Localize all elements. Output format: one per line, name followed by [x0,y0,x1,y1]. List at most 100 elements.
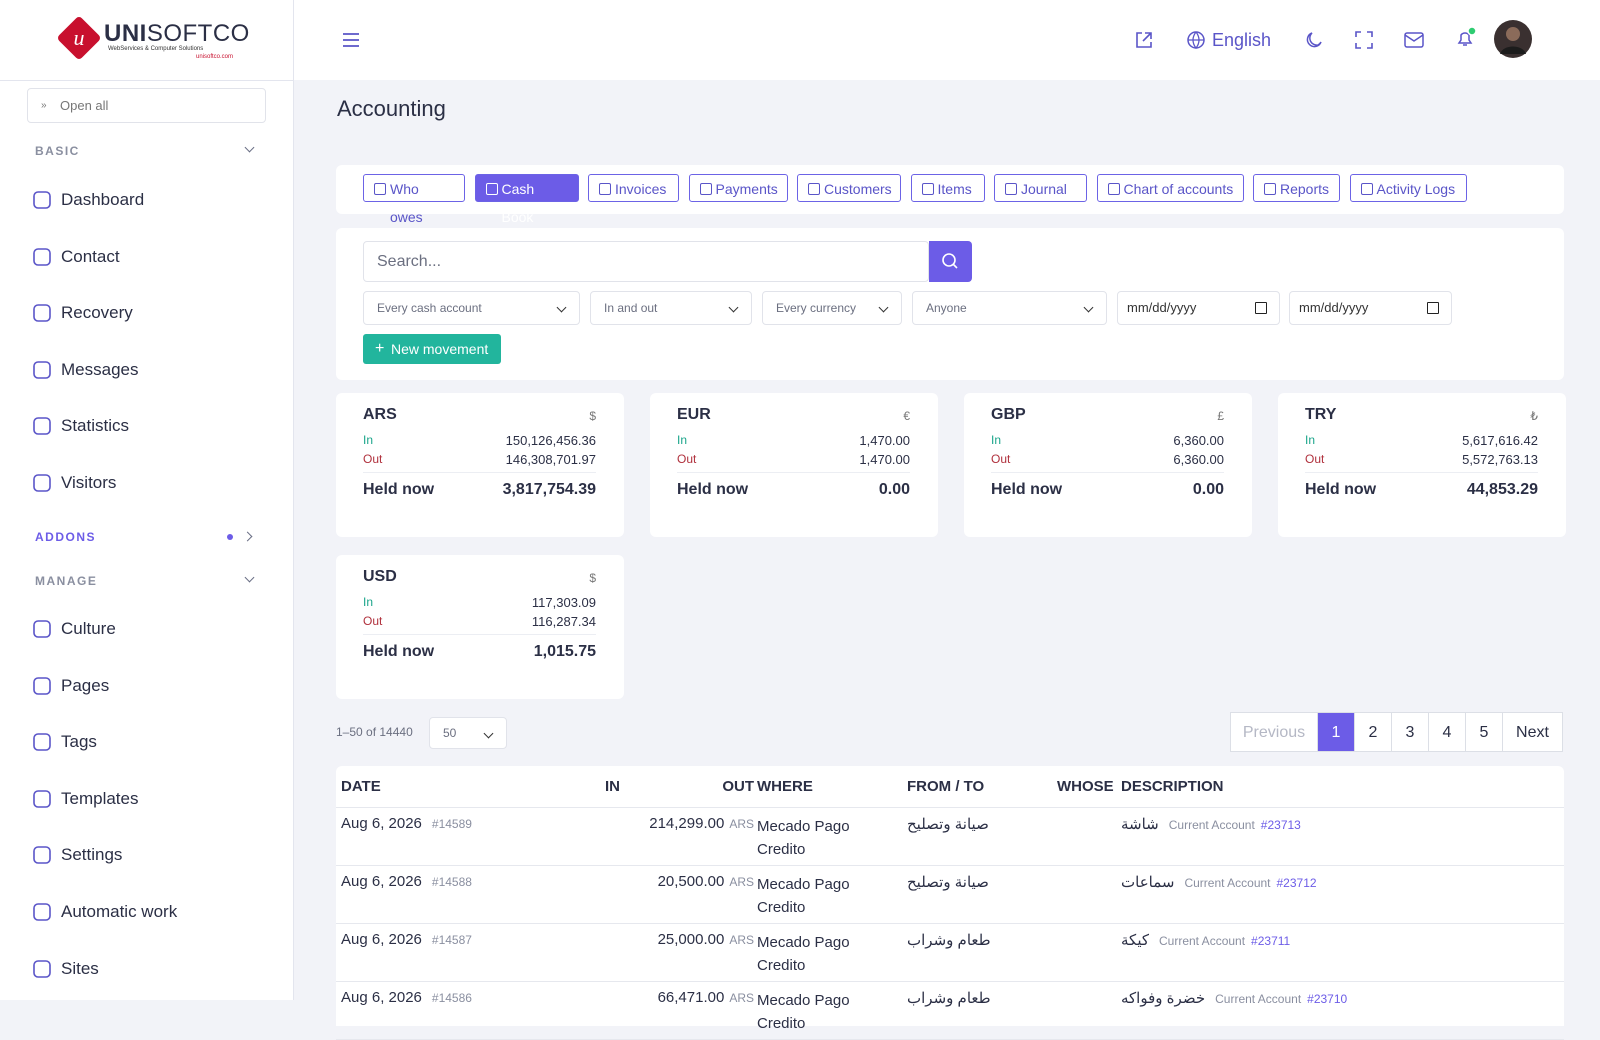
sidebar-item[interactable]: Culture [61,619,116,638]
new-movement-button[interactable]: + New movement [363,334,501,364]
account-id[interactable]: #23711 [1251,934,1291,948]
icon [33,789,51,808]
account-id[interactable]: #23713 [1260,818,1301,832]
from-to: صيانة وتصليح [907,816,989,833]
account-id[interactable]: #23712 [1276,876,1317,890]
search-button[interactable] [929,241,972,282]
open-all[interactable]: » Open all [27,88,266,123]
filter-select[interactable]: Anyone [912,291,1107,325]
date-input[interactable]: mm/dd/yyyy [1117,291,1280,325]
balance-card: TRY ₺ In 5,617,616.42 Out 5,572,763.13 Held no… [1278,393,1566,537]
fullscreen[interactable] [1354,30,1374,50]
divider [1305,472,1538,473]
tab[interactable]: Journal [994,174,1087,202]
sidebar-item[interactable]: Contact [61,246,120,266]
column-header[interactable]: DESCRIPTION [1121,778,1224,795]
page-button[interactable]: Next [1502,712,1563,752]
icon [33,959,51,978]
sidebar-item[interactable]: Dashboard [61,190,145,209]
page-button[interactable]: 3 [1391,712,1429,752]
tab-icon [374,183,386,195]
tab[interactable]: Cash Book [474,174,579,225]
out-amount: 6,360.00 [1173,452,1224,467]
sidebar-group-title[interactable]: MANAGE [35,574,98,588]
search-input[interactable]: Search... [363,241,929,282]
notifications[interactable] [1454,26,1478,50]
filter-select[interactable]: In and out [590,291,752,325]
page-button[interactable]: 1 [1317,712,1355,752]
movement-id[interactable]: #14586 [431,991,472,1005]
group-toggle[interactable] [242,531,253,542]
sidebar-item[interactable]: Pages [61,675,110,695]
date-text: Aug 6, 2026 [341,815,422,832]
in-amount: 150,126,456.36 [505,433,596,448]
where: Mecado Pago Credito [757,934,850,974]
sidebar-group-title[interactable]: BASIC [35,144,80,158]
row-border [336,923,1564,924]
tab[interactable]: Reports [1253,174,1340,202]
tab[interactable]: Payments [688,174,788,202]
sidebar-item[interactable]: Tags [61,732,97,752]
sidebar-item[interactable]: Messages [61,359,139,379]
currency-code: GBP [991,406,1026,423]
sidebar-item[interactable]: Settings [61,845,123,865]
column-header[interactable]: IN [605,778,620,795]
language[interactable]: English [1212,30,1272,50]
currency-symbol: £ [1217,409,1224,423]
sidebar-item[interactable]: Statistics [61,416,130,436]
out: 25,000.00 ARS [658,931,754,948]
from-to: صيانة وتصليح [907,874,989,891]
column-header[interactable]: FROM / TO [907,778,985,795]
page-title: Accounting [337,96,446,121]
date: Aug 6, 2026 #14588 [341,873,472,890]
filter-select[interactable]: Every cash account [363,291,580,325]
account-id[interactable]: #23710 [1307,992,1348,1006]
sidebar-item[interactable]: Templates [61,788,139,808]
icon [33,733,51,751]
description: سماعات Current Account #23712 [1121,873,1317,891]
tab[interactable]: Invoices [588,174,679,202]
in-amount: 6,360.00 [1173,433,1224,448]
page-size[interactable]: 50 [429,717,507,749]
currency-symbol: ₺ [1530,409,1538,423]
sidebar-item[interactable]: Automatic work [61,902,178,921]
sidebar-group-title[interactable]: ADDONS [35,530,97,544]
menu-toggle[interactable] [342,32,360,48]
date-input[interactable]: mm/dd/yyyy [1289,291,1452,325]
description: خضرة وفواكه Current Account #23710 [1121,989,1347,1007]
page-button[interactable]: 4 [1428,712,1466,752]
sidebar-item[interactable]: Visitors [61,473,117,492]
tagline: WebServices & Computer Solutions [108,46,204,52]
row-border [336,981,1564,982]
sidebar-item[interactable]: Recovery [61,303,133,323]
page-button[interactable]: 5 [1465,712,1503,752]
column-header[interactable]: OUT [722,778,754,795]
filter-select[interactable]: Every currency [762,291,902,325]
group-toggle[interactable] [244,572,255,583]
mail[interactable] [1404,31,1424,49]
movement-id[interactable]: #14587 [431,933,472,947]
open-all-label: Open all [60,98,109,113]
group-toggle[interactable] [244,142,255,153]
held-amount: 1,015.75 [533,643,596,660]
tab[interactable]: Chart of accounts [1096,174,1244,202]
description-text: خضرة وفواكه [1121,990,1206,1007]
tab[interactable]: Customers [797,174,901,202]
movement-id[interactable]: #14588 [431,875,472,889]
language-icon[interactable] [1186,30,1206,50]
tab[interactable]: Who owes [363,174,465,225]
movement-id[interactable]: #14589 [431,817,472,831]
avatar[interactable] [1494,20,1532,58]
tab[interactable]: Activity Logs [1349,174,1467,202]
held-amount: 0.00 [1192,481,1224,498]
column-header[interactable]: WHOSE [1057,778,1114,795]
tab[interactable]: Items [910,174,985,202]
sidebar-item[interactable]: Sites [61,958,99,978]
page-button[interactable]: Previous [1230,712,1318,752]
column-header[interactable]: WHERE [757,778,813,795]
page-button[interactable]: 2 [1354,712,1392,752]
balance-card: EUR € In 1,470.00 Out 1,470.00 Held now 0.00 [650,393,938,537]
column-header[interactable]: DATE [341,778,381,795]
external-link[interactable] [1134,30,1154,50]
dark-mode[interactable] [1304,30,1324,50]
